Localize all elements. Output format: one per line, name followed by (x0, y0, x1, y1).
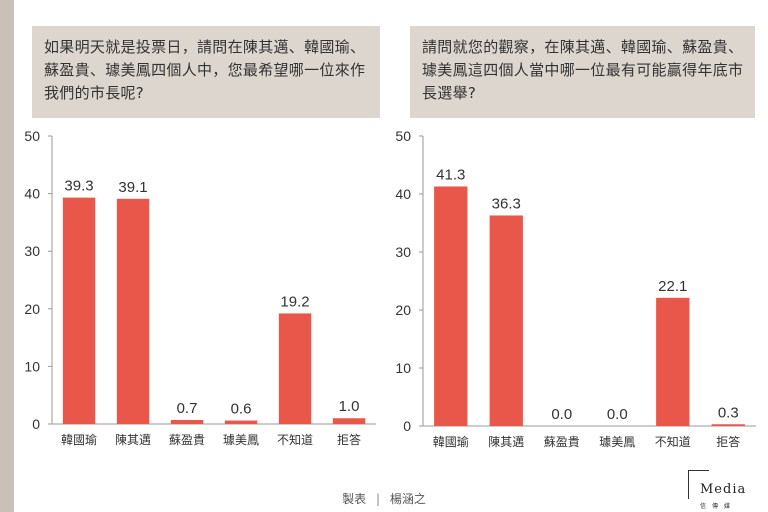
bar-value-label: 0.3 (718, 404, 739, 421)
bar-value-label: 0.0 (551, 406, 572, 423)
footer-author: 楊涵之 (389, 492, 426, 506)
bar-value-label: 39.3 (64, 178, 93, 195)
bar-value-label: 39.1 (118, 179, 147, 196)
logo-mark (688, 470, 709, 499)
bar-value-label: 36.3 (492, 195, 521, 212)
bar-value-label: 1.0 (339, 398, 360, 415)
bar-value-label: 19.2 (280, 293, 309, 310)
bar-value-label: 0.7 (177, 400, 198, 417)
y-tick-label: 0 (403, 418, 411, 434)
y-tick-label: 30 (24, 243, 40, 259)
media-logo: Media 信傳媒 (686, 470, 768, 512)
x-tick-label: 蘇盈貴 (544, 435, 580, 449)
footer-separator: | (375, 492, 381, 506)
left-decorative-strip (0, 0, 14, 512)
bar (116, 198, 150, 424)
bar-charts: 0 10 20 30 40 50 39.3 韓國瑜 39.1 陳其邁 0.7 蘇盈貴 0.6 璩美鳳 19.… (24, 128, 756, 449)
bar-value-label: 41.3 (436, 166, 465, 183)
logo-word: Media (700, 482, 747, 497)
y-tick-label: 20 (24, 301, 40, 317)
y-tick-label: 50 (24, 128, 40, 144)
y-tick-label: 10 (24, 358, 40, 374)
bar (278, 313, 312, 424)
y-tick-label: 30 (395, 244, 411, 260)
bar (332, 418, 366, 424)
y-tick-label: 0 (32, 416, 40, 432)
x-tick-label: 陳其邁 (115, 433, 151, 447)
y-tick-label: 40 (395, 186, 411, 202)
bar (489, 215, 523, 426)
footer-made-by: 製表 (342, 492, 367, 506)
y-tick-label: 50 (395, 128, 411, 144)
y-tick-label: 10 (395, 360, 411, 376)
footer-credit: 製表 | 楊涵之 (0, 490, 768, 507)
question-left: 如果明天就是投票日，請問在陳其邁、韓國瑜、蘇盈貴、璩美鳳四個人中，您最希望哪一位… (32, 26, 380, 118)
bar (62, 197, 96, 424)
question-right: 請問就您的觀察，在陳其邁、韓國瑜、蘇盈貴、璩美鳳這四個人當中哪一位最有可能贏得年… (410, 26, 755, 118)
bar-value-label: 0.0 (607, 406, 628, 423)
bar (170, 419, 204, 424)
bar (656, 297, 690, 426)
x-tick-label: 陳其邁 (488, 435, 524, 449)
x-tick-label: 不知道 (655, 435, 691, 449)
x-tick-label: 拒答 (337, 432, 361, 447)
x-tick-label: 蘇盈貴 (169, 433, 205, 447)
x-tick-label: 韓國瑜 (61, 432, 97, 447)
x-tick-label: 韓國瑜 (433, 434, 469, 449)
y-tick-label: 40 (24, 186, 40, 202)
x-tick-label: 不知道 (277, 433, 313, 447)
x-tick-label: 璩美鳳 (599, 435, 635, 449)
logo-subtitle: 信傳媒 (700, 503, 737, 510)
x-tick-label: 璩美鳳 (223, 433, 259, 447)
bar (434, 186, 468, 426)
bar (224, 420, 258, 424)
x-tick-label: 拒答 (716, 434, 740, 449)
bar-value-label: 0.6 (231, 401, 252, 418)
bar (711, 424, 745, 426)
y-tick-label: 20 (395, 302, 411, 318)
bar-value-label: 22.1 (658, 278, 687, 295)
